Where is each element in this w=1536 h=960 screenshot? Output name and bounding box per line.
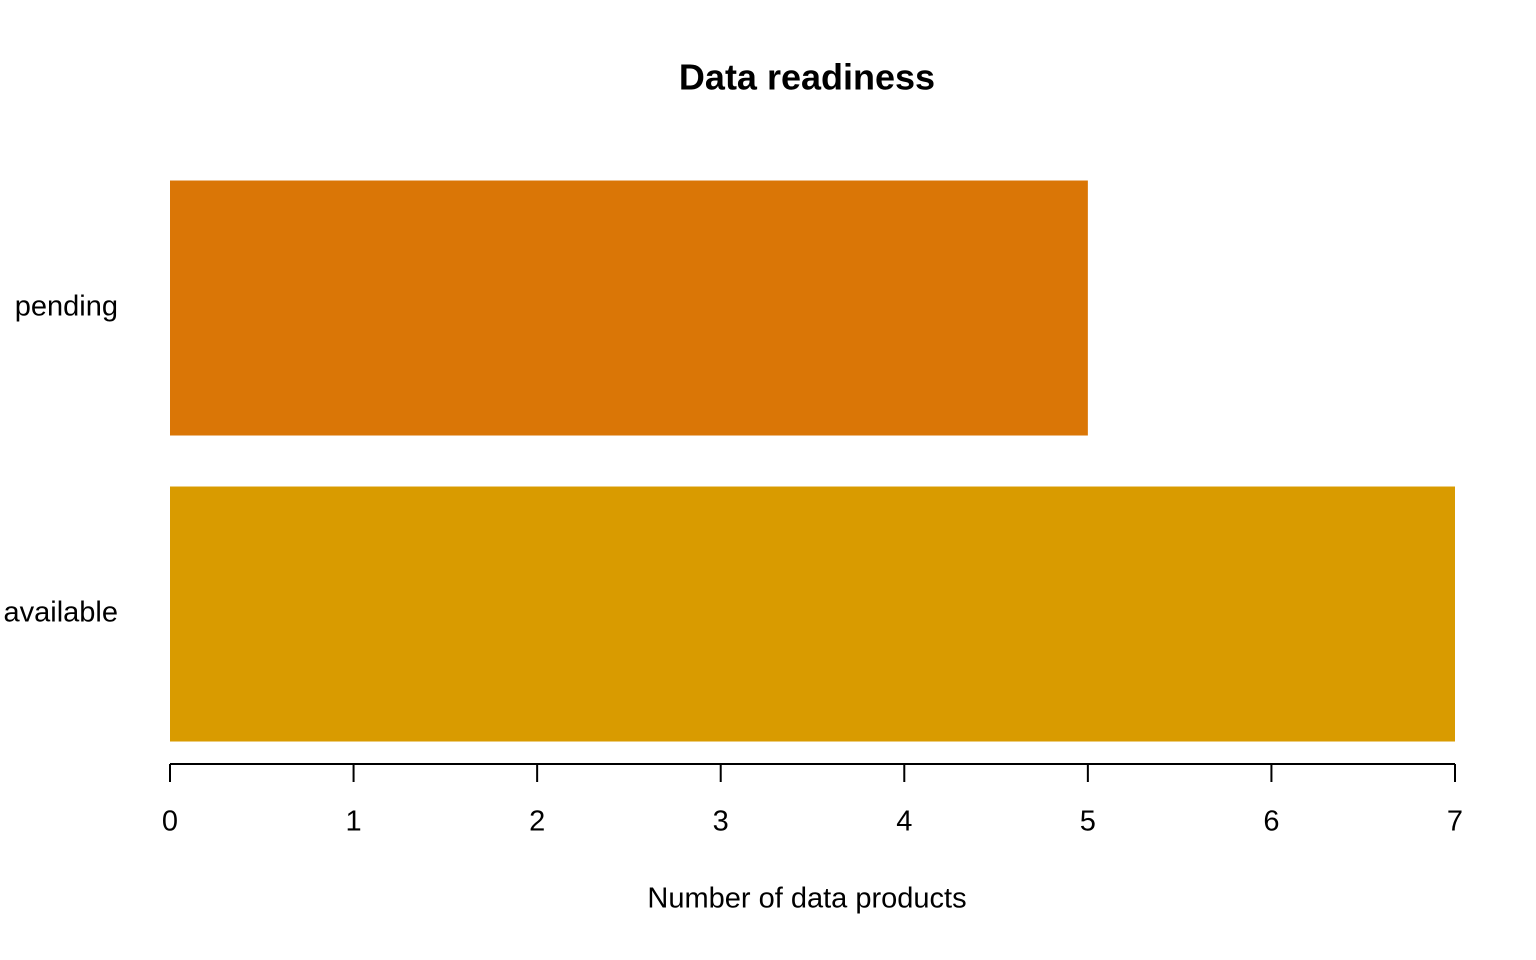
x-tick-label: 5	[1080, 806, 1096, 838]
x-tick-label: 0	[162, 806, 178, 838]
x-axis-label: Number of data products	[647, 883, 966, 915]
chart-title: Data readiness	[679, 57, 935, 98]
x-tick-label: 7	[1447, 806, 1463, 838]
x-tick-label: 1	[346, 806, 362, 838]
bar	[170, 486, 1455, 742]
y-tick-label: available	[4, 597, 118, 629]
x-tick-label: 4	[896, 806, 912, 838]
x-tick-label: 3	[713, 806, 729, 838]
x-tick-label: 6	[1263, 806, 1279, 838]
bar	[170, 180, 1088, 436]
y-tick-label: pending	[15, 291, 118, 323]
x-tick-label: 2	[529, 806, 545, 838]
